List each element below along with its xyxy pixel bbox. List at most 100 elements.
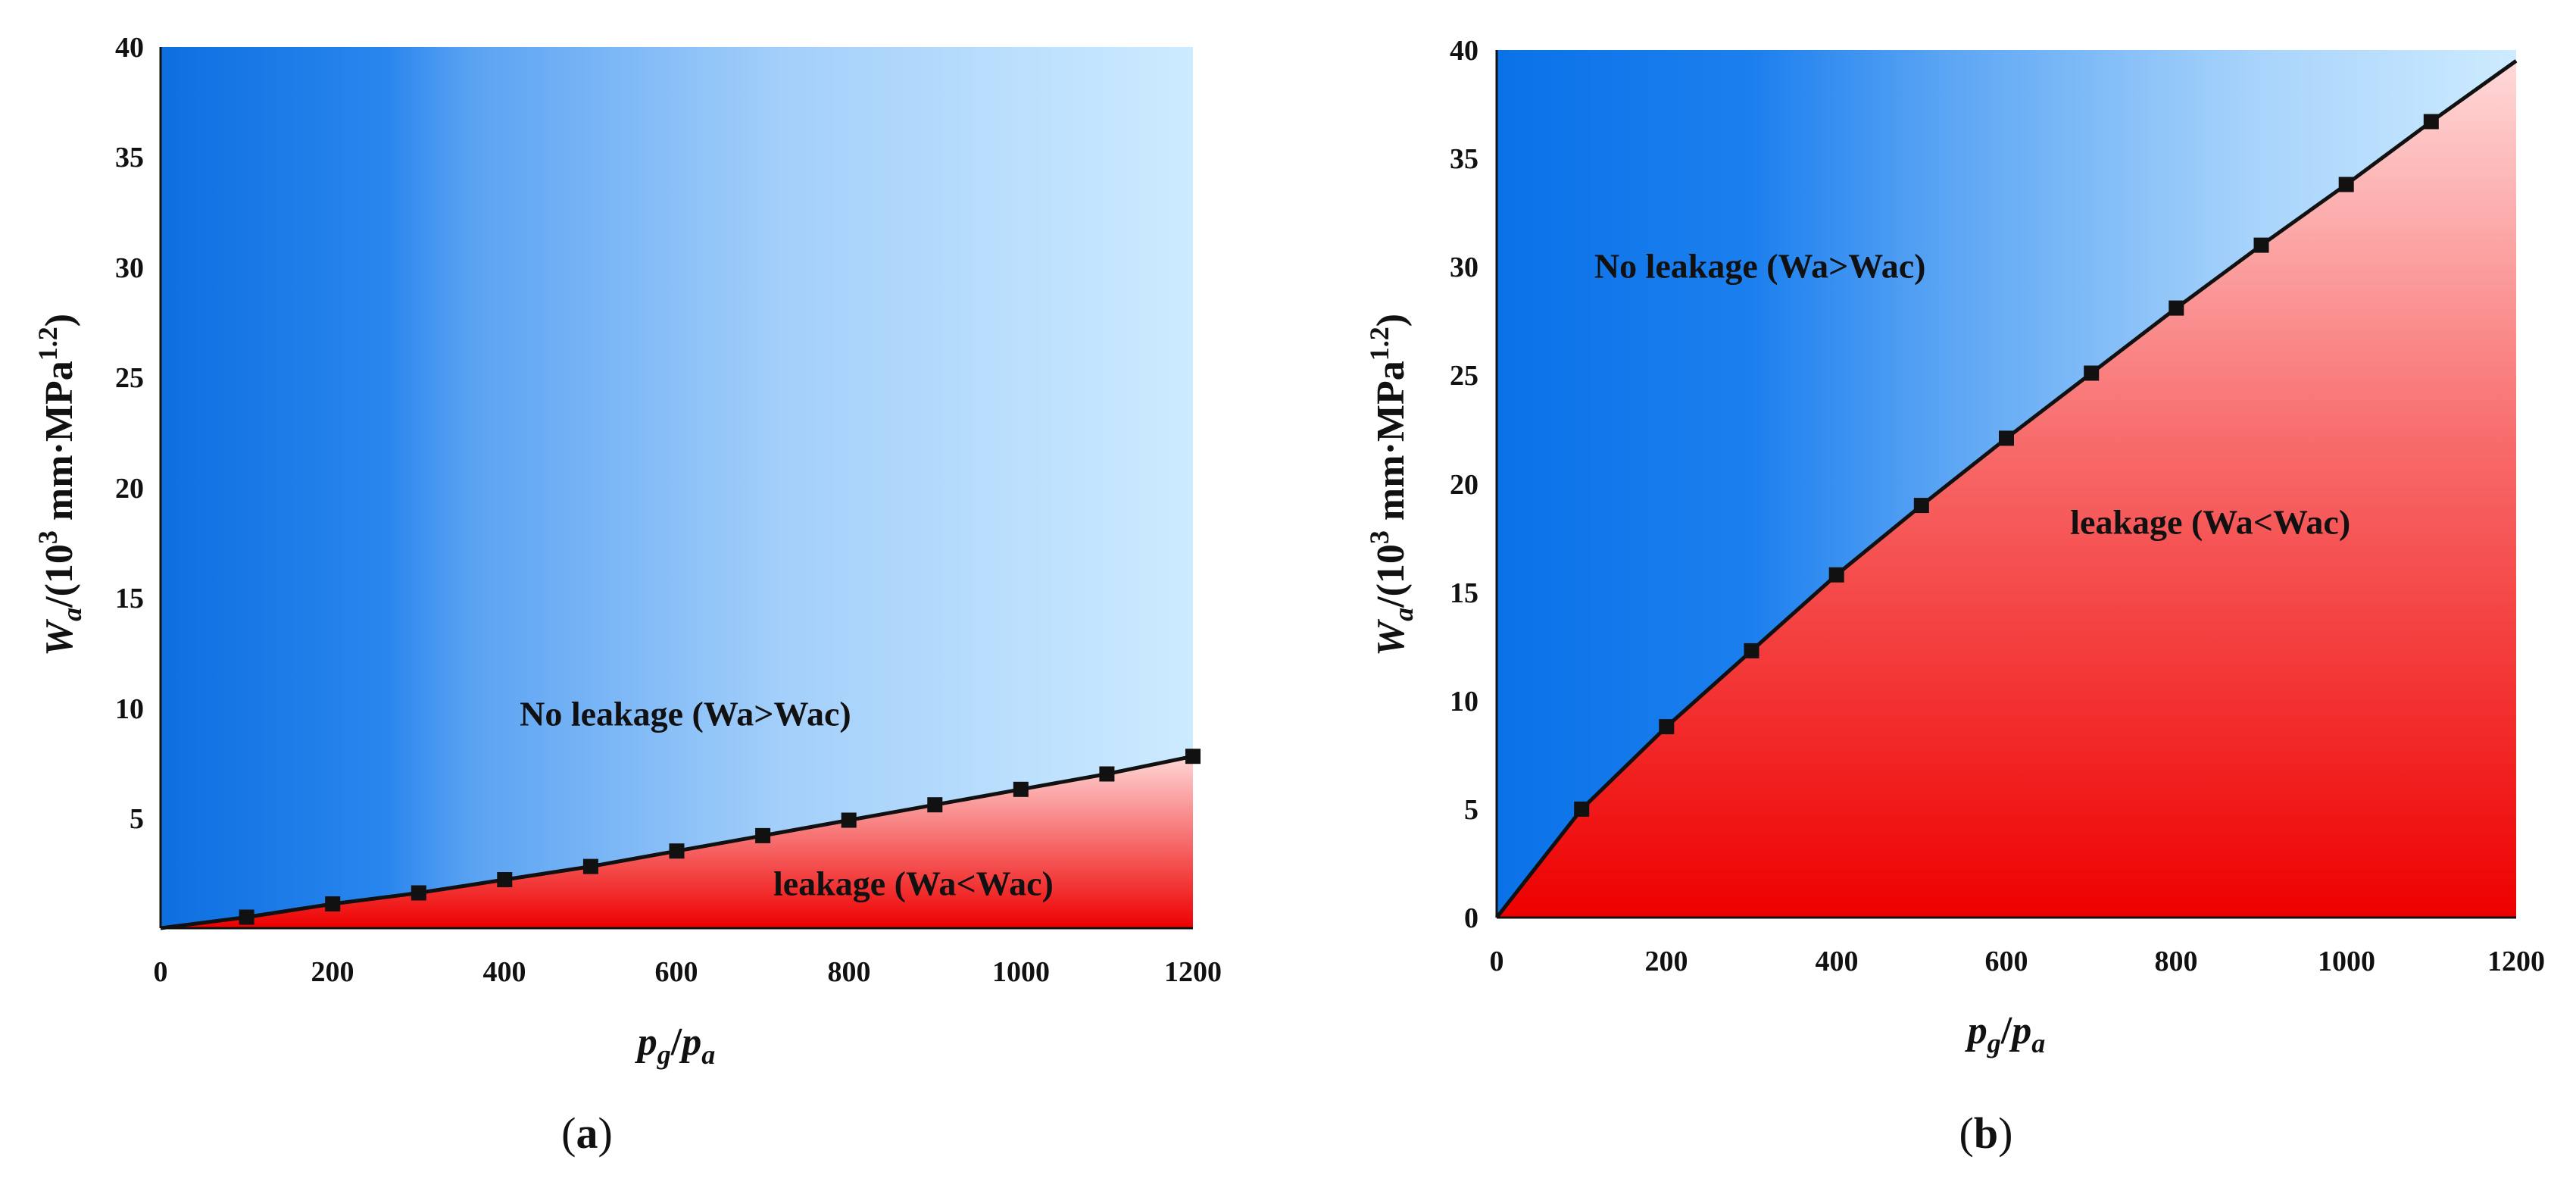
y-title-close: ) <box>1369 314 1413 327</box>
data-point-marker <box>1828 567 1844 583</box>
data-point-marker <box>1913 498 1929 514</box>
y-title-unit: mm·MPa <box>38 361 81 530</box>
x-tick-label: 1200 <box>1164 956 1222 988</box>
caption-open: ( <box>1959 1108 1974 1158</box>
x-tick-label: 400 <box>1816 946 1859 977</box>
x-title-p: p <box>1965 1009 1987 1052</box>
x-tick-label: 400 <box>483 956 526 988</box>
data-point-marker <box>927 797 943 813</box>
data-point-marker <box>2338 177 2354 192</box>
panel-b-markers <box>1574 114 2439 817</box>
data-point-marker <box>1013 781 1029 797</box>
panel-b-caption: (b) <box>1959 1108 2013 1158</box>
panel-a-markers <box>239 749 1201 925</box>
data-point-marker <box>2084 365 2100 381</box>
panel-a-lower-region <box>161 756 1193 928</box>
y-title-close: ) <box>38 314 81 327</box>
data-point-marker <box>1574 801 1590 817</box>
data-point-marker <box>411 885 426 901</box>
y-tick-label: 20 <box>115 473 144 505</box>
y-tick-label: 25 <box>1450 360 1478 392</box>
data-point-marker <box>1099 766 1115 782</box>
data-point-marker <box>2253 237 2269 253</box>
data-point-marker <box>497 872 513 887</box>
x-tick-label: 0 <box>1490 946 1504 977</box>
x-tick-label: 0 <box>154 956 168 988</box>
panel-b-y-tick-labels: 0 5 10 15 20 25 30 35 40 <box>1450 35 1478 934</box>
y-title-exp3: 3 <box>33 530 63 544</box>
x-title-sub-a: a <box>2031 1028 2045 1058</box>
data-point-marker <box>1185 749 1201 764</box>
panel-a-caption: (a) <box>561 1108 613 1158</box>
caption-close: ) <box>598 1108 613 1158</box>
y-tick-label: 35 <box>115 142 144 174</box>
x-title-p2: p <box>2009 1009 2031 1052</box>
panel-b-x-axis-title: pg/pa <box>1965 1009 2045 1058</box>
x-title-sub-a: a <box>701 1040 715 1070</box>
x-title-p: p <box>635 1021 657 1064</box>
data-point-marker <box>1659 719 1675 735</box>
panel-a-x-tick-labels: 0 200 400 600 800 1000 1200 <box>154 956 1222 988</box>
y-tick-label: 10 <box>1450 686 1478 718</box>
x-title-sub-g: g <box>657 1040 671 1070</box>
y-tick-label: 20 <box>1450 469 1478 501</box>
y-title-unit: mm·MPa <box>1369 361 1413 530</box>
y-tick-label: 5 <box>1464 794 1478 826</box>
panel-b-y-axis-title: Wa/(103 mm·MPa1.2) <box>1364 314 1419 656</box>
y-tick-label: 35 <box>1450 143 1478 175</box>
caption-close: ) <box>1998 1108 2012 1158</box>
panel-b-leakage-label: leakage (Wa<Wac) <box>2070 502 2350 541</box>
x-title-slash: / <box>2000 1009 2012 1052</box>
y-title-sub-a: a <box>57 608 87 621</box>
y-title-w: W <box>1369 618 1413 656</box>
panel-a-no-leakage-label: No leakage (Wa>Wac) <box>520 695 851 733</box>
data-point-marker <box>2169 300 2184 316</box>
y-tick-label: 25 <box>115 362 144 394</box>
y-tick-label: 5 <box>130 803 144 835</box>
data-point-marker <box>841 812 857 828</box>
y-tick-label: 40 <box>1450 35 1478 67</box>
panel-a-y-axis-title: Wa/(103 mm·MPa1.2) <box>33 314 87 656</box>
y-tick-label: 15 <box>1450 577 1478 609</box>
panel-b-lower-region <box>1497 61 2516 918</box>
data-point-marker <box>755 827 771 843</box>
y-title-sub-a: a <box>1388 608 1419 621</box>
y-tick-label: 30 <box>1450 252 1478 283</box>
x-title-sub-g: g <box>1987 1028 2001 1058</box>
panel-b-no-leakage-label: No leakage (Wa>Wac) <box>1594 247 1926 286</box>
data-point-marker <box>669 843 685 859</box>
x-tick-label: 600 <box>655 956 698 988</box>
x-tick-label: 1000 <box>992 956 1050 988</box>
panel-a-leakage-label: leakage (Wa<Wac) <box>773 864 1054 902</box>
y-tick-label: 30 <box>115 252 144 284</box>
y-title-exp12: 1.2 <box>33 327 63 361</box>
y-tick-label: 15 <box>115 583 144 614</box>
x-tick-label: 800 <box>2155 946 2198 977</box>
caption-letter: a <box>576 1108 598 1158</box>
y-title-ten: /(10 <box>38 544 81 608</box>
x-tick-label: 800 <box>828 956 871 988</box>
panel-a-y-tick-labels: 5 10 15 20 25 30 35 40 <box>115 32 144 835</box>
y-tick-label: 40 <box>115 32 144 64</box>
x-tick-label: 1000 <box>2318 946 2375 977</box>
panel-a-upper-region <box>161 47 1193 928</box>
data-point-marker <box>2423 114 2439 130</box>
y-title-w: W <box>38 618 81 656</box>
y-title-ten: /(10 <box>1369 544 1413 608</box>
data-point-marker <box>1744 643 1759 658</box>
x-tick-label: 200 <box>311 956 354 988</box>
panel-a-plot-area <box>159 47 1201 930</box>
panel-b: 0 200 400 600 800 1000 1200 0 5 10 15 20… <box>1364 35 2545 1158</box>
caption-letter: b <box>1974 1108 1998 1158</box>
x-tick-label: 600 <box>1985 946 2028 977</box>
y-title-exp12: 1.2 <box>1364 327 1394 361</box>
panel-a-x-axis-title: pg/pa <box>635 1021 715 1070</box>
y-tick-label: 10 <box>115 693 144 725</box>
x-tick-label: 1200 <box>2487 946 2545 977</box>
x-title-slash: / <box>670 1021 682 1064</box>
panel-a: 0 200 400 600 800 1000 1200 5 10 15 20 2… <box>33 32 1222 1158</box>
y-tick-label: 0 <box>1464 902 1478 934</box>
x-tick-label: 200 <box>1645 946 1688 977</box>
data-point-marker <box>582 858 598 874</box>
